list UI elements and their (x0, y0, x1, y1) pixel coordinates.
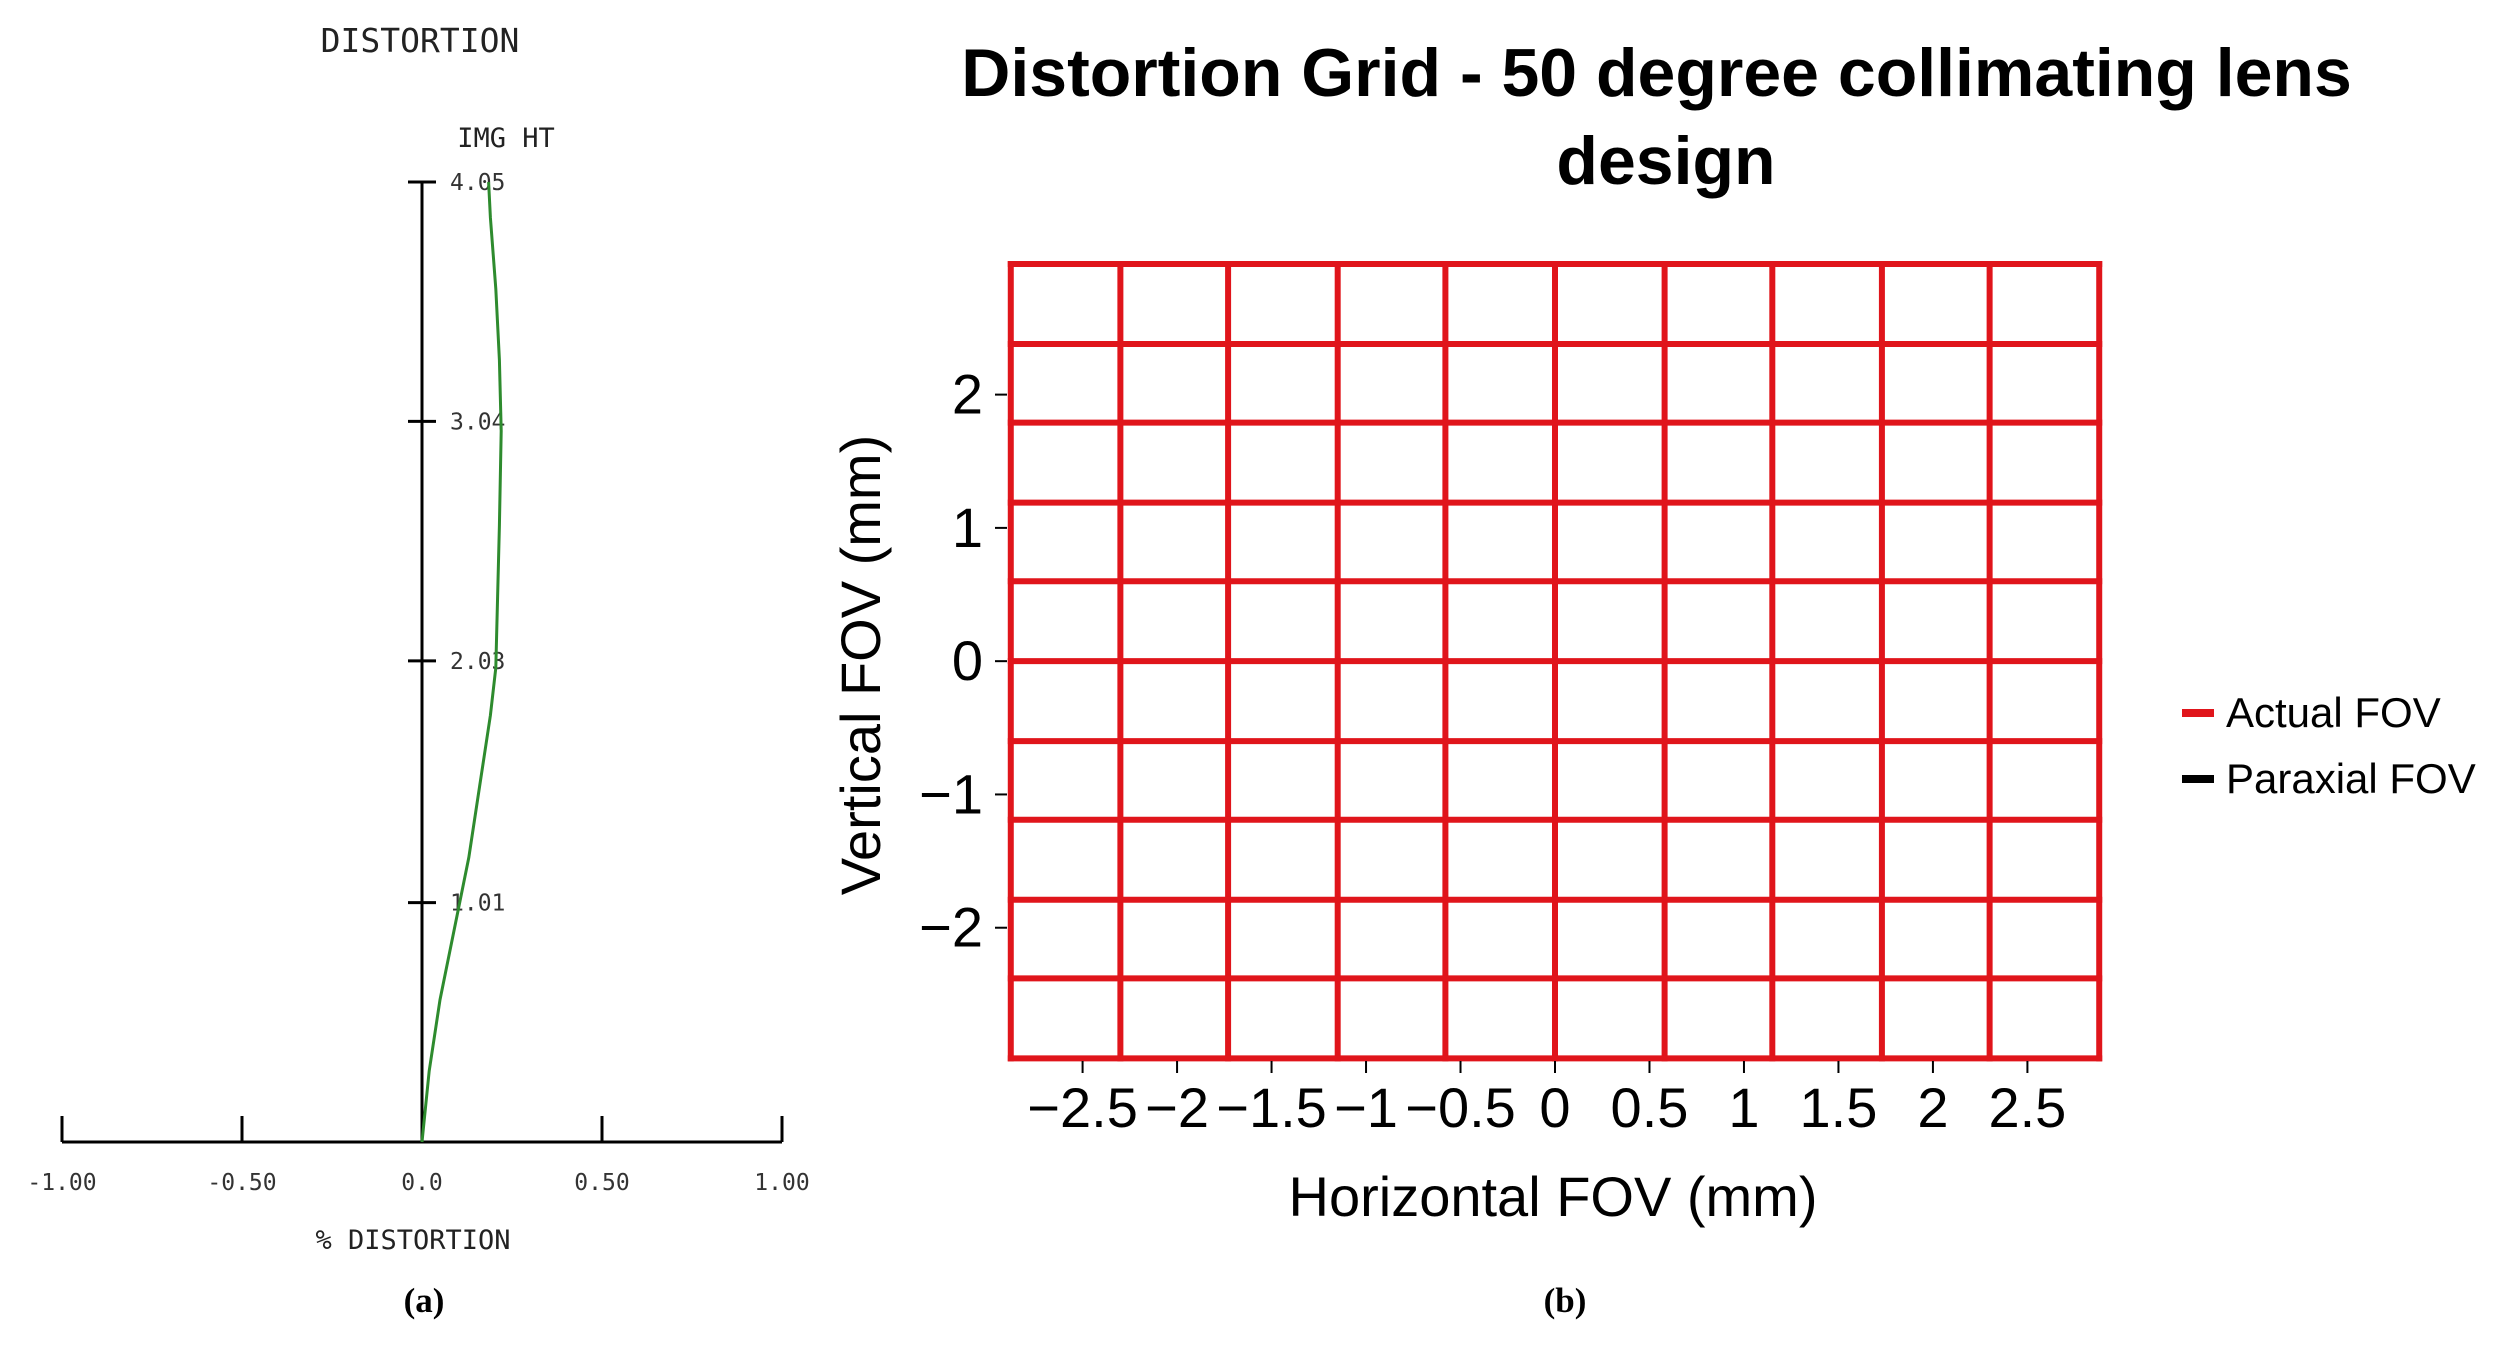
y-tick-label: 0 (952, 629, 983, 692)
x-tick-label: −1 (1334, 1076, 1398, 1139)
x-tick-label: −0.5 (1405, 1076, 1516, 1139)
y-tick-label: 3.04 (450, 409, 505, 435)
x-tick-label: 1 (1728, 1076, 1759, 1139)
x-tick-label: 2 (1917, 1076, 1948, 1139)
legend-label: Actual FOV (2226, 689, 2441, 736)
panel-label-a: (a) (404, 1281, 445, 1320)
x-tick-label: 2.5 (1988, 1076, 2066, 1139)
legend-swatch (2182, 709, 2214, 717)
distortion-title: DISTORTION (321, 21, 520, 60)
y-axis-label: Vertical FOV (mm) (829, 435, 892, 895)
legend-label: Paraxial FOV (2226, 755, 2476, 802)
x-tick-label: 1.00 (754, 1170, 809, 1196)
y-axis-label: IMG HT (457, 123, 555, 154)
grid-chart-title: Distortion Grid - 50 degree collimating … (961, 35, 2370, 199)
x-tick-label: −2.5 (1027, 1076, 1138, 1139)
y-ticks: −2 −1 0 1 2 (919, 363, 1007, 959)
distortion-grid-chart: Distortion Grid - 50 degree collimating … (829, 35, 2476, 1320)
grid-lines (1007, 261, 2103, 1062)
title-line-1: Distortion Grid - 50 degree collimating … (961, 35, 2351, 111)
title-line-2: design (1556, 123, 1775, 199)
y-tick-label: 1 (952, 496, 983, 559)
x-tick-label: 1.5 (1800, 1076, 1878, 1139)
x-ticks: −2.5 −2 −1.5 −1 −0.5 0 0.5 1 1.5 2 2.5 (1027, 1061, 2066, 1139)
y-tick-label: 4.05 (450, 170, 505, 196)
x-tick-label: 0.5 (1611, 1076, 1689, 1139)
x-tick-label: 0 (1539, 1076, 1570, 1139)
x-tick-label: 0.0 (401, 1170, 443, 1196)
legend: Actual FOV Paraxial FOV (2182, 689, 2476, 802)
x-tick-label: -1.00 (27, 1170, 96, 1196)
y-tick-label: −2 (919, 896, 983, 959)
x-tick-label: −1.5 (1216, 1076, 1327, 1139)
panel-label-b: (b) (1544, 1281, 1587, 1320)
x-axis-label: % DISTORTION (315, 1225, 510, 1256)
x-ticks: -1.00 -0.50 0.0 0.50 1.00 (27, 1116, 810, 1196)
distortion-plot: DISTORTION IMG HT -1.00 -0.50 0.0 0.50 1.00 … (27, 21, 809, 1320)
x-tick-label: 0.50 (574, 1170, 629, 1196)
x-tick-label: −2 (1145, 1076, 1209, 1139)
y-tick-label: −1 (919, 762, 983, 825)
y-tick-label: 2 (952, 363, 983, 426)
y-ticks: 1.012.033.044.05 (408, 170, 505, 917)
distortion-curve (420, 181, 503, 1143)
x-tick-label: -0.50 (207, 1170, 276, 1196)
x-axis-label: Horizontal FOV (mm) (1289, 1165, 1818, 1228)
legend-swatch (2182, 775, 2214, 783)
